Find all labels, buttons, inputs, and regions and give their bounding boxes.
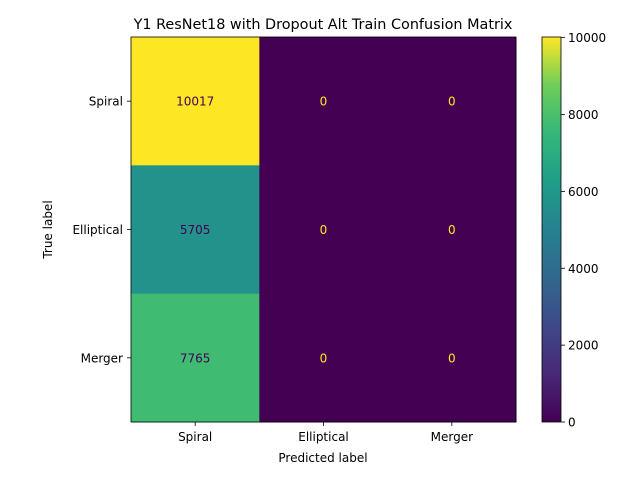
heatmap-cell — [387, 293, 517, 423]
colorbar-tick-label: 8000 — [568, 108, 599, 122]
cell-value-label: 0 — [320, 223, 328, 237]
x-axis-ticks: Spiral Elliptical Merger — [178, 422, 473, 444]
colorbar — [541, 36, 562, 423]
y-axis-ticks: Spiral Elliptical Merger — [72, 95, 131, 365]
cell-value-label: 0 — [448, 95, 456, 109]
x-tick-label: Merger — [431, 430, 473, 444]
cell-value-label: 5705 — [180, 223, 211, 237]
y-tick-label: Spiral — [89, 95, 123, 109]
x-axis-label: Predicted label — [278, 451, 367, 465]
x-tick-label: Spiral — [178, 430, 212, 444]
y-tick-label: Elliptical — [72, 223, 123, 237]
cell-value-label: 7765 — [180, 351, 211, 365]
colorbar-ticks: 0 2000 4000 6000 8000 10000 — [561, 31, 606, 430]
cell-value-labels: 10017 0 0 5705 0 0 7765 0 0 — [176, 95, 456, 366]
colorbar-tick-label: 4000 — [568, 262, 599, 276]
x-tick-label: Elliptical — [298, 430, 349, 444]
cell-value-label: 0 — [448, 223, 456, 237]
heatmap-cell — [259, 37, 389, 166]
heatmap-cell — [131, 293, 260, 423]
cell-value-label: 10017 — [176, 95, 214, 109]
cell-value-label: 0 — [448, 351, 456, 365]
cell-value-label: 0 — [320, 351, 328, 365]
y-tick-label: Merger — [81, 351, 123, 365]
colorbar-tick-label: 0 — [568, 416, 576, 430]
chart-title: Y1 ResNet18 with Dropout Alt Train Confu… — [133, 17, 513, 33]
heatmap-cell — [387, 165, 517, 295]
y-axis-label: True label — [41, 200, 55, 259]
colorbar-tick-label: 10000 — [568, 31, 606, 45]
colorbar-tick-label: 6000 — [568, 185, 599, 199]
heatmap-cell — [259, 165, 389, 295]
heatmap-cell — [131, 165, 260, 295]
cell-value-label: 0 — [320, 95, 328, 109]
heatmap-cells — [131, 37, 517, 423]
heatmap-cell — [387, 37, 517, 166]
heatmap-cell — [259, 293, 389, 423]
heatmap-cell — [131, 37, 260, 166]
colorbar-tick-label: 2000 — [568, 339, 599, 353]
